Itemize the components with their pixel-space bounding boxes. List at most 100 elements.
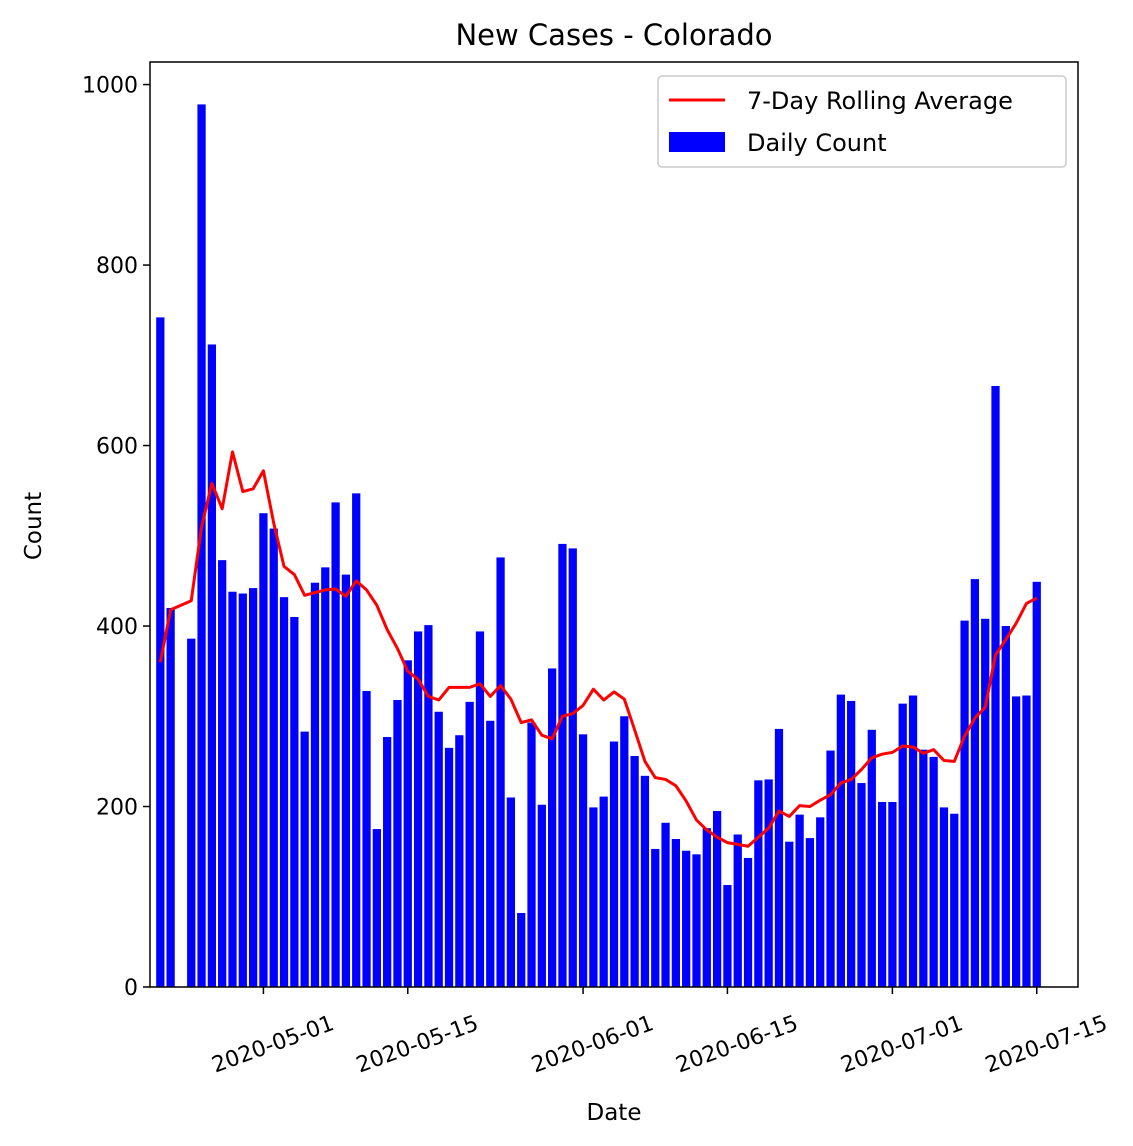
bar	[743, 857, 753, 987]
bar	[310, 582, 320, 987]
bar	[300, 731, 309, 987]
bar	[578, 734, 588, 987]
chart-title: New Cases - Colorado	[455, 18, 772, 52]
bar	[651, 848, 660, 987]
bar	[836, 694, 845, 987]
y-axis-label: Count	[21, 492, 47, 560]
bar	[362, 691, 371, 987]
rolling-average-line	[158, 450, 1038, 848]
bar	[785, 841, 794, 987]
bar	[919, 749, 928, 987]
bar	[486, 720, 495, 987]
bar	[238, 593, 247, 987]
bar	[754, 780, 763, 987]
bar	[218, 560, 227, 987]
bar	[475, 631, 485, 987]
bar	[692, 854, 701, 987]
bar	[589, 807, 598, 987]
bar	[723, 885, 732, 987]
bar	[197, 104, 206, 987]
bar	[970, 579, 980, 987]
bar	[682, 850, 691, 987]
bar	[506, 797, 516, 987]
bar	[393, 700, 402, 987]
bar	[1001, 626, 1010, 987]
legend-label-daily-count: Daily Count	[747, 129, 887, 157]
bar	[1012, 696, 1021, 987]
bar	[857, 783, 866, 987]
bar	[527, 722, 536, 987]
bar	[599, 796, 608, 987]
y-tick-label: 0	[124, 976, 138, 1001]
bar	[826, 750, 835, 987]
bar	[413, 631, 423, 987]
bar	[156, 317, 165, 987]
bar	[444, 747, 454, 987]
bar	[929, 756, 938, 987]
bar	[609, 741, 619, 987]
bar	[228, 591, 237, 987]
bar	[455, 735, 464, 987]
y-tick-label: 800	[96, 254, 138, 279]
bar	[630, 755, 639, 987]
legend-box	[657, 75, 1067, 168]
bar	[269, 528, 278, 987]
bar	[939, 807, 949, 987]
bar-series	[156, 104, 1041, 988]
bar	[248, 588, 258, 987]
legend-label-rolling-average: 7-Day Rolling Average	[747, 87, 1013, 115]
bar	[640, 775, 650, 987]
bar	[321, 567, 330, 987]
plot-area	[149, 61, 1079, 988]
bar	[341, 574, 351, 987]
y-axis: 0 200 400 600 800 1000	[82, 74, 150, 1001]
bar	[352, 493, 361, 987]
bar	[661, 822, 670, 987]
bar	[1022, 695, 1031, 987]
bar	[991, 385, 1000, 988]
bar	[434, 711, 443, 987]
bar	[712, 811, 722, 987]
y-tick-label: 200	[96, 796, 138, 821]
bar	[908, 695, 918, 987]
bar	[702, 828, 711, 987]
bar	[207, 344, 216, 988]
bar	[960, 620, 969, 987]
y-tick-label: 1000	[82, 74, 138, 99]
y-tick-label: 400	[96, 615, 138, 640]
bar	[383, 737, 392, 987]
bar	[331, 502, 340, 987]
bar	[981, 618, 990, 987]
bar	[774, 728, 784, 987]
bar	[465, 701, 474, 987]
bar	[671, 839, 680, 987]
y-tick-label: 600	[96, 435, 138, 460]
bar	[847, 700, 856, 987]
bar	[888, 802, 897, 987]
bar	[898, 703, 907, 987]
bar	[764, 779, 773, 987]
bar	[950, 813, 959, 987]
bar	[166, 607, 175, 987]
bar	[733, 834, 742, 987]
bar	[517, 913, 526, 987]
bar	[568, 548, 577, 987]
bar	[403, 660, 412, 987]
bar	[558, 543, 567, 987]
bar	[537, 804, 546, 987]
bar	[424, 625, 433, 987]
bar	[372, 829, 381, 987]
bar	[290, 617, 299, 987]
x-axis-label: Date	[587, 1100, 642, 1126]
bar	[877, 802, 887, 987]
legend: 7-Day Rolling Average Daily Count	[657, 75, 1067, 168]
line-series	[158, 450, 1038, 848]
plot-frame	[149, 61, 1079, 988]
bar	[548, 668, 557, 987]
bar	[259, 513, 268, 987]
legend-bar-swatch	[669, 132, 725, 152]
bar	[805, 838, 815, 987]
bar	[795, 814, 804, 987]
bar	[1032, 581, 1041, 987]
